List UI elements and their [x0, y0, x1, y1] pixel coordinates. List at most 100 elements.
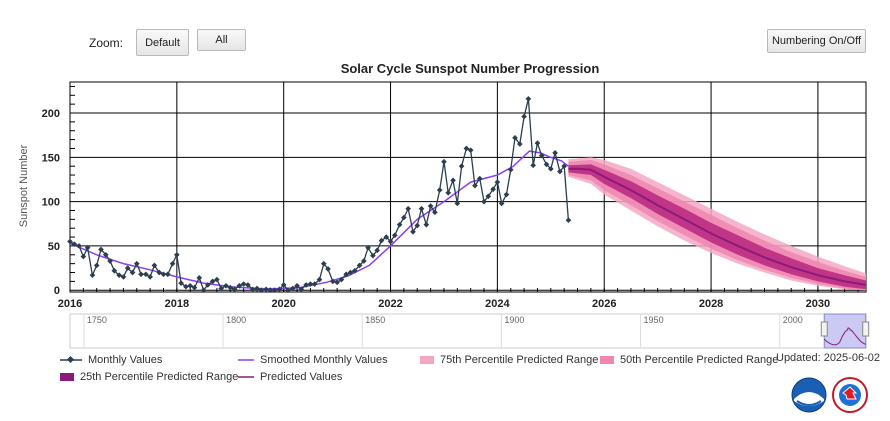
monthly-point [472, 182, 478, 189]
monthly-point [164, 271, 171, 278]
monthly-point [476, 175, 483, 182]
monthly-point [370, 252, 376, 259]
monthly-point [124, 265, 131, 271]
x-tick-label: 2028 [699, 298, 723, 310]
legend-p50-label: 50th Percentile Predicted Range [620, 354, 779, 366]
navigator-tick-label: 1800 [226, 315, 246, 325]
monthly-point [263, 286, 269, 293]
monthly-point [351, 267, 358, 274]
navigator-tick-label: 1850 [365, 315, 385, 325]
monthly-point [565, 217, 572, 224]
monthly-point [111, 267, 118, 274]
monthly-point [209, 278, 216, 285]
zoom-all-button[interactable]: All [197, 29, 246, 51]
monthly-point [200, 287, 207, 294]
legend-p75-label: 75th Percentile Predicted Range [440, 354, 599, 366]
legend-p50[interactable]: 50th Percentile Predicted Range [600, 354, 778, 366]
legend-monthly-swatch [60, 355, 82, 364]
monthly-point [347, 269, 354, 276]
monthly-point [485, 193, 492, 200]
monthly-point [156, 269, 163, 276]
monthly-point [334, 279, 340, 286]
legend-p75-swatch [420, 356, 434, 364]
monthly-point [530, 162, 537, 169]
y-tick-label: 0 [54, 285, 60, 297]
monthly-point [294, 282, 300, 289]
monthly-point [441, 158, 447, 165]
legend-p50-swatch [600, 356, 614, 364]
monthly-point [311, 281, 318, 287]
monthly-point [374, 247, 381, 254]
monthly-point [102, 251, 109, 258]
x-tick-label: 2026 [592, 298, 616, 310]
monthly-point [547, 166, 554, 172]
monthly-point [298, 286, 305, 293]
monthly-point [93, 262, 100, 269]
monthly-point [356, 262, 363, 269]
p50-range-band [568, 160, 866, 291]
monthly-point [174, 251, 180, 258]
navigator-handle[interactable] [862, 321, 870, 337]
monthly-point [481, 198, 487, 205]
monthly-point [525, 96, 532, 102]
monthly-point [490, 186, 496, 193]
monthly-point [396, 221, 403, 228]
y-tick-label: 50 [48, 241, 60, 253]
noaa-logo [791, 377, 827, 413]
monthly-point [427, 203, 434, 209]
p25-range-band [568, 164, 866, 290]
monthly-point [116, 272, 122, 278]
legend-smoothed-swatch [238, 359, 254, 361]
legend-monthly[interactable]: Monthly Values [60, 354, 162, 366]
legend-predicted[interactable]: Predicted Values [238, 371, 342, 383]
legend-p25-swatch [60, 373, 74, 381]
monthly-point [303, 282, 309, 288]
monthly-point [267, 287, 274, 294]
monthly-point [231, 286, 238, 293]
monthly-point [561, 163, 567, 170]
monthly-point [151, 262, 158, 269]
monthly-point [405, 205, 411, 212]
monthly-point [503, 191, 510, 198]
y-axis-label: Sunspot Number [18, 144, 30, 227]
monthly-point [129, 269, 136, 276]
navigator-tick-label: 1950 [644, 315, 664, 325]
zoom-label: Zoom: [89, 36, 124, 50]
monthly-point [454, 200, 461, 207]
monthly-point [507, 166, 514, 173]
legend-p25[interactable]: 25th Percentile Predicted Range [60, 371, 238, 383]
navigator-selected-series [823, 327, 866, 346]
updated-timestamp: Updated: 2025-06-02 [776, 352, 880, 364]
monthly-point [98, 246, 104, 253]
navigator-tick-label: 2000 [783, 315, 803, 325]
x-tick-label: 2022 [378, 298, 402, 310]
monthly-point [289, 285, 296, 292]
monthly-point [557, 168, 563, 175]
y-tick-label: 100 [42, 197, 60, 209]
legend-monthly-label: Monthly Values [88, 354, 163, 366]
monthly-point [76, 243, 82, 249]
legend-smoothed[interactable]: Smoothed Monthly Values [238, 354, 388, 366]
monthly-point [325, 266, 331, 272]
numbering-toggle-button[interactable]: Numbering On/Off [767, 29, 866, 53]
navigator-tick-label: 1750 [87, 315, 107, 325]
monthly-point [418, 205, 425, 212]
legend-p75[interactable]: 75th Percentile Predicted Range [420, 354, 598, 366]
monthly-point [445, 189, 452, 196]
x-tick-label: 2024 [485, 298, 510, 310]
monthly-point [307, 281, 314, 287]
navigator-frame [69, 313, 867, 349]
navigator-handle[interactable] [820, 321, 828, 337]
navigator-selection [823, 313, 867, 349]
monthly-point [160, 271, 167, 278]
legend-smoothed-label: Smoothed Monthly Values [260, 354, 388, 366]
navigator-tick-label: 1900 [504, 315, 524, 325]
monthly-point [71, 241, 78, 247]
monthly-point [133, 260, 140, 267]
monthly-point [401, 214, 407, 221]
monthly-point [383, 234, 390, 240]
zoom-default-button[interactable]: Default [136, 29, 189, 56]
monthly-point [414, 222, 421, 229]
monthly-point [84, 244, 91, 251]
monthly-point [223, 282, 229, 289]
